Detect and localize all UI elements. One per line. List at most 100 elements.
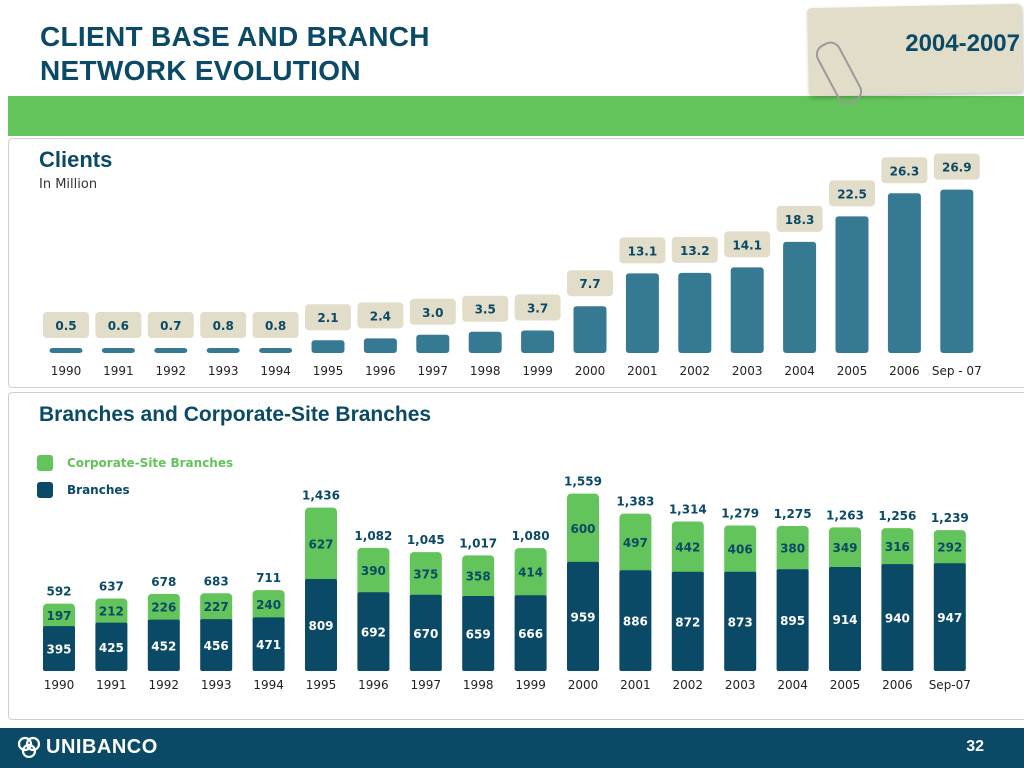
clients-bar [49, 348, 83, 353]
clients-bar [887, 193, 921, 353]
clients-chart: 0.5 1990 0.6 1991 0.7 1992 0.8 1993 0.8 1994 2.1 19… [43, 153, 982, 378]
clients-bar [521, 330, 555, 353]
clients-x-tick: Sep - 07 [932, 364, 982, 378]
corporate-site-value-label: 390 [361, 564, 386, 578]
corporate-site-value-label: 375 [413, 567, 438, 581]
legend-corporate-label: Corporate-Site Branches [67, 456, 234, 470]
corporate-site-bar-segment [462, 555, 495, 603]
corporate-site-bar-segment [95, 598, 128, 629]
clients-value-label: 0.6 [108, 319, 129, 333]
legend-branches-swatch [37, 482, 53, 498]
clients-x-tick: 1991 [103, 364, 134, 378]
branches-x-tick: 2001 [620, 678, 651, 692]
page-title: CLIENT BASE AND BRANCH NETWORK EVOLUTION [40, 20, 430, 88]
clients-value-label: 0.8 [213, 319, 234, 333]
branches-x-tick: 1998 [463, 678, 494, 692]
footer-bar [0, 728, 1024, 768]
clients-x-tick: 2000 [575, 364, 606, 378]
clients-x-tick: 2004 [784, 364, 815, 378]
total-value-label: 1,239 [931, 511, 969, 525]
corporate-site-bar-segment [147, 593, 180, 626]
clients-value-box [357, 302, 404, 329]
clients-value-box [147, 312, 194, 338]
corporate-site-value-label: 197 [46, 609, 71, 623]
branches-title: Branches and Corporate-Site Branches [39, 403, 432, 426]
branches-value-label: 452 [151, 639, 176, 653]
clients-value-box [776, 205, 823, 232]
branches-bar-segment [619, 570, 652, 671]
clients-value-box [514, 294, 561, 321]
branches-x-tick: 1996 [358, 678, 389, 692]
corporate-site-value-label: 414 [518, 566, 543, 580]
branches-value-label: 692 [361, 626, 386, 640]
total-value-label: 1,383 [616, 495, 654, 509]
clients-value-label: 13.1 [628, 244, 658, 258]
total-value-label: 683 [204, 574, 229, 588]
clients-bar [730, 267, 764, 353]
corporate-site-bar-segment [43, 603, 75, 633]
clients-value-label: 0.5 [55, 319, 76, 333]
branches-x-tick: 1990 [44, 678, 75, 692]
branches-value-label: 809 [308, 619, 333, 633]
corporate-site-bar-segment [829, 527, 861, 574]
clients-title: Clients [39, 147, 113, 172]
corporate-site-bar-segment [252, 590, 285, 624]
corporate-site-value-label: 292 [937, 541, 962, 555]
branches-x-tick: 1995 [306, 678, 337, 692]
clients-value-box [619, 237, 666, 264]
clients-value-label: 3.5 [475, 303, 496, 317]
branches-x-tick: 2004 [777, 678, 808, 692]
branches-bar-segment [252, 617, 285, 671]
clients-bar [783, 241, 817, 353]
branches-x-tick: 2003 [725, 678, 756, 692]
clients-bar [573, 306, 607, 353]
period-label: 2004-2007 [905, 30, 1020, 57]
corporate-site-value-label: 226 [151, 601, 176, 615]
branches-bar-segment [671, 571, 704, 671]
corporate-site-value-label: 600 [570, 522, 595, 536]
corporate-site-bar-segment [724, 525, 757, 578]
clients-value-box [829, 180, 875, 207]
clients-x-tick: 1997 [418, 364, 449, 378]
total-value-label: 637 [99, 580, 124, 594]
corporate-site-value-label: 349 [832, 541, 857, 555]
branches-value-label: 872 [675, 615, 700, 629]
corporate-site-value-label: 627 [308, 537, 333, 551]
branches-value-label: 456 [204, 639, 229, 653]
branches-x-tick: 1997 [411, 678, 442, 692]
clients-value-label: 26.9 [942, 161, 972, 175]
clients-value-label: 14.1 [732, 238, 762, 252]
clients-value-box [409, 298, 456, 325]
clients-x-tick: 1994 [260, 364, 291, 378]
branches-value-label: 659 [466, 628, 491, 642]
clients-value-box [305, 304, 351, 331]
clients-x-tick: 1993 [208, 364, 239, 378]
clients-bar [206, 348, 240, 353]
clients-bar [416, 334, 450, 353]
clients-value-box [95, 312, 142, 338]
corporate-site-bar-segment [776, 525, 809, 576]
total-value-label: 1,314 [669, 503, 707, 517]
branches-bar-segment [462, 596, 495, 671]
branches-bar-segment [514, 595, 547, 671]
clients-bar [101, 348, 135, 353]
branches-bar-segment [200, 619, 233, 671]
clients-value-box [933, 153, 980, 180]
clients-bar [835, 216, 869, 353]
clients-value-label: 18.3 [785, 213, 815, 227]
clients-x-tick: 1990 [51, 364, 82, 378]
corporate-site-value-label: 227 [204, 600, 229, 614]
total-value-label: 1,017 [459, 536, 497, 550]
branches-x-tick: 2002 [673, 678, 704, 692]
total-value-label: 1,436 [302, 489, 340, 503]
branches-value-label: 886 [623, 615, 648, 629]
clients-value-label: 0.7 [160, 319, 181, 333]
corporate-site-bar-segment [567, 493, 599, 568]
branches-x-tick: Sep-07 [929, 678, 971, 692]
clients-value-box [462, 295, 509, 322]
corporate-site-bar-segment [409, 552, 442, 601]
clients-bar [940, 189, 974, 353]
corporate-site-bar-segment [200, 593, 233, 626]
clients-panel: Clients In Million 0.5 1990 0.6 1991 0.7 1992… [8, 138, 1024, 388]
page-number: 32 [966, 738, 984, 755]
